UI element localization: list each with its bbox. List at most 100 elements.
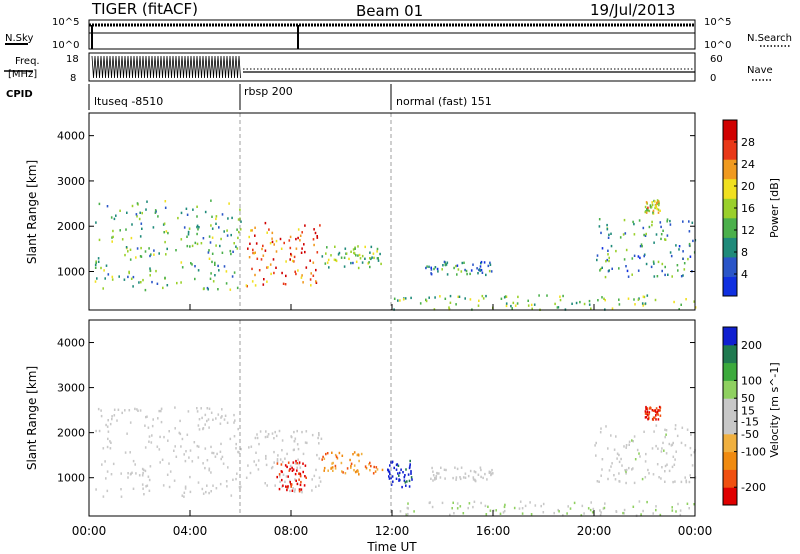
echo-cell <box>227 217 229 220</box>
echo-cell <box>215 222 217 225</box>
echo-cell <box>618 267 620 270</box>
echo-cell <box>106 489 109 493</box>
echo-cell <box>411 478 413 481</box>
echo-cell <box>679 513 682 517</box>
echo-cell <box>553 511 555 515</box>
echo-cell <box>607 447 609 450</box>
echo-cell <box>600 511 602 514</box>
echo-cell <box>477 304 480 307</box>
echo-cell <box>208 491 210 495</box>
echo-cell <box>127 250 129 253</box>
echo-cell <box>388 470 391 474</box>
echo-cell <box>259 430 262 433</box>
echo-cell <box>98 238 101 242</box>
echo-cell <box>316 235 318 238</box>
echo-cell <box>598 218 601 221</box>
echo-cell <box>162 286 164 290</box>
echo-cell <box>590 501 592 504</box>
echo-cell <box>671 506 673 509</box>
velocity-data <box>95 405 697 517</box>
echo-cell <box>232 478 234 481</box>
echo-cell <box>125 228 127 231</box>
echo-cell <box>601 468 603 471</box>
echo-cell <box>408 466 411 470</box>
echo-cell <box>670 444 673 447</box>
echo-cell <box>324 262 327 265</box>
echo-cell <box>332 469 334 472</box>
echo-cell <box>263 278 265 281</box>
echo-cell <box>269 242 272 245</box>
colorbar-tick-label: 8 <box>741 246 748 259</box>
echo-cell <box>656 275 659 278</box>
echo-cell <box>647 206 649 209</box>
velocity-ylabel: Slant Range [km] <box>25 366 39 470</box>
echo-cell <box>179 432 182 436</box>
echo-cell <box>513 506 516 510</box>
echo-cell <box>206 484 208 487</box>
cpid-segment-2: rbsp 200 <box>244 85 293 98</box>
echo-cell <box>510 304 512 308</box>
echo-cell <box>657 447 659 450</box>
velocity-panel: 1000 2000 3000 4000 00:00 04:00 08:00 12:00 16:… <box>25 304 712 554</box>
echo-cell <box>124 253 126 257</box>
echo-cell <box>149 267 151 270</box>
echo-cell <box>297 458 299 461</box>
echo-cell <box>147 475 150 478</box>
echo-cell <box>689 255 692 258</box>
nsky-label: N.Sky <box>5 33 33 44</box>
echo-cell <box>196 410 199 413</box>
echo-cell <box>656 199 659 202</box>
echo-cell <box>668 442 671 446</box>
echo-cell <box>178 431 181 435</box>
echo-cell <box>661 447 663 450</box>
echo-cell <box>681 426 684 429</box>
echo-cell <box>129 248 132 251</box>
echo-cell <box>256 433 258 436</box>
echo-cell <box>645 211 648 214</box>
colorbar-tick-label: -100 <box>741 446 766 459</box>
nsky-panel: N.Sky 10^5 10^0 10^5 10^0 N.Search <box>5 17 792 51</box>
echo-cell <box>275 250 278 253</box>
velocity-colorbar-label: Velocity [m s^-1] <box>768 362 781 457</box>
echo-cell <box>147 426 150 429</box>
echo-cell <box>478 299 480 302</box>
echo-cell <box>224 414 227 417</box>
time-xlabel: Time UT <box>366 540 417 554</box>
echo-cell <box>160 420 163 424</box>
echo-cell <box>248 446 250 449</box>
echo-cell <box>632 467 634 470</box>
echo-cell <box>653 241 655 244</box>
echo-cell <box>302 452 305 456</box>
echo-cell <box>599 269 601 272</box>
echo-cell <box>258 269 261 272</box>
echo-cell <box>161 458 164 461</box>
echo-cell <box>395 468 398 471</box>
echo-cell <box>295 272 297 276</box>
echo-cell <box>194 265 196 268</box>
echo-cell <box>665 452 668 455</box>
echo-cell <box>677 269 679 272</box>
echo-cell <box>581 504 584 508</box>
echo-cell <box>404 474 406 477</box>
echo-cell <box>236 247 239 250</box>
echo-cell <box>680 441 683 445</box>
echo-cell <box>504 503 506 507</box>
echo-cell <box>371 256 373 259</box>
colorbar-swatch <box>723 398 737 417</box>
echo-region-0-0 <box>94 199 242 292</box>
echo-cell <box>462 476 465 479</box>
echo-cell <box>598 225 601 228</box>
echo-cell <box>483 261 486 264</box>
echo-cell <box>110 216 113 219</box>
echo-cell <box>261 247 263 251</box>
echo-cell <box>278 487 281 491</box>
echo-cell <box>623 258 626 261</box>
colorbar-swatch <box>723 487 737 506</box>
echo-cell <box>484 472 486 476</box>
echo-cell <box>124 451 127 454</box>
echo-cell <box>223 265 226 268</box>
echo-cell <box>616 452 619 455</box>
echo-cell <box>647 413 649 417</box>
echo-cell <box>298 472 301 475</box>
echo-cell <box>646 208 648 211</box>
